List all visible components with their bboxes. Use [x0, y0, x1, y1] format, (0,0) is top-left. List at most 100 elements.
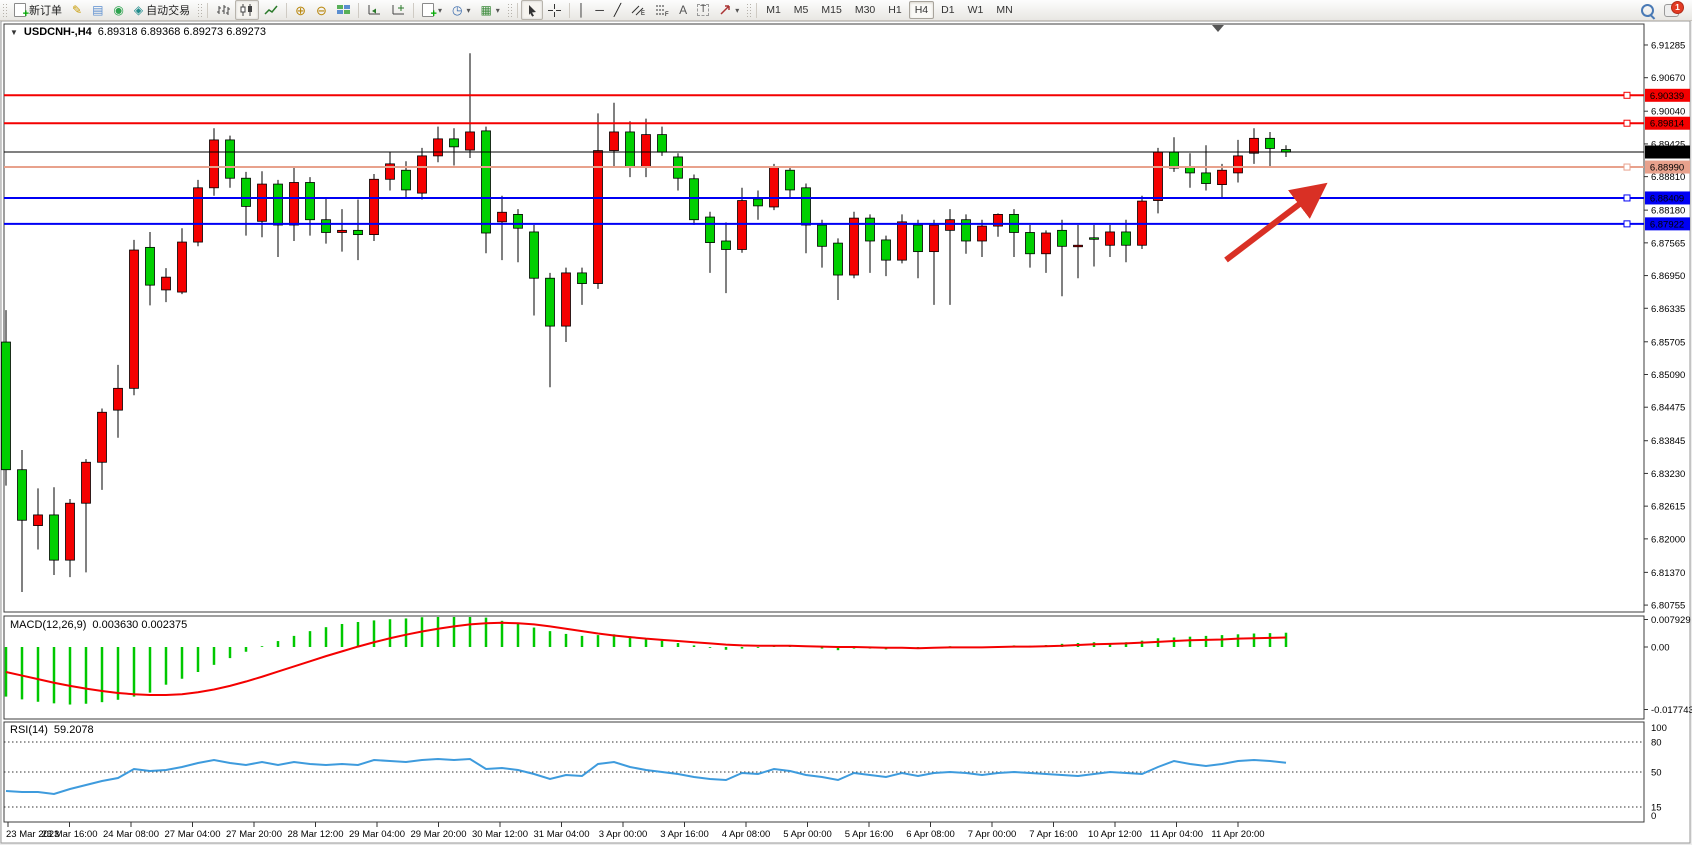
- price-tick-label: 6.80755: [1651, 601, 1685, 612]
- price-tick-label: 6.90670: [1651, 73, 1685, 84]
- level-price-badge-label: 6.89814: [1650, 119, 1684, 130]
- level-line-handle[interactable]: [1623, 163, 1631, 171]
- zoom-out-icon: ⊖: [316, 2, 327, 18]
- trendline-tool-button[interactable]: ╱: [609, 0, 626, 20]
- candle-body: [369, 178, 379, 236]
- price-chart: 6.91285 6.90670 6.90040 6.89425 6.88810 6.881…: [0, 20, 1692, 844]
- timeframe-button-mn[interactable]: MN: [996, 4, 1013, 16]
- auto-scroll-button[interactable]: [362, 0, 386, 20]
- text-tool-button[interactable]: A: [674, 0, 692, 20]
- bar-chart-button[interactable]: [211, 0, 235, 20]
- toolbar-grip[interactable]: [506, 3, 512, 17]
- candle-body: [609, 131, 619, 151]
- candle-body: [785, 169, 795, 191]
- level-line-handle[interactable]: [1623, 220, 1631, 228]
- period-button[interactable]: ◷ ▾: [447, 0, 476, 20]
- tile-windows-icon: [336, 5, 350, 14]
- toolbar-grip[interactable]: [2, 3, 7, 17]
- new-order-button[interactable]: + 新订单: [9, 0, 67, 20]
- zoom-in-button[interactable]: ⊕: [290, 0, 311, 20]
- time-label: 5 Apr 16:00: [845, 829, 894, 840]
- fibonacci-tool-button[interactable]: F: [650, 0, 674, 20]
- svg-text:E: E: [641, 11, 645, 16]
- time-label: 29 Mar 20:00: [411, 829, 467, 840]
- candle-body: [17, 469, 27, 521]
- chart-shift-button[interactable]: [386, 0, 410, 20]
- candle-body: [129, 249, 139, 389]
- main-toolbar: + 新订单 ✎ ▤ ◉ ◈ 自动交易 ⊕ ⊖: [0, 0, 1692, 21]
- toolbar-grip[interactable]: [197, 3, 203, 17]
- dropdown-caret-icon: ▾: [495, 5, 500, 15]
- price-tick-label: 6.83845: [1651, 436, 1685, 447]
- candle-body: [145, 246, 155, 286]
- channel-tool-button[interactable]: E: [626, 0, 650, 20]
- candle-body: [1249, 137, 1259, 154]
- collapse-quotes-arrow-icon[interactable]: ▼: [10, 27, 18, 37]
- text-label-tool-button[interactable]: T: [692, 0, 714, 20]
- candle-body: [161, 276, 171, 291]
- timeframe-button-d1[interactable]: D1: [941, 4, 955, 16]
- market-watch-button[interactable]: ▤: [87, 0, 108, 20]
- timeframe-button-m5[interactable]: M5: [793, 4, 809, 16]
- autotrading-label: 自动交易: [146, 5, 191, 17]
- signals-button[interactable]: ◉: [108, 0, 128, 20]
- candle-body: [225, 139, 235, 179]
- vertical-line-tool-button[interactable]: │: [573, 0, 591, 20]
- cursor-tool-button[interactable]: [520, 0, 543, 20]
- candle-body: [625, 131, 635, 167]
- tile-windows-button[interactable]: [332, 0, 355, 20]
- timeframe-button-m1[interactable]: M1: [766, 4, 781, 16]
- candle-body: [209, 139, 219, 189]
- candle-body: [401, 169, 411, 191]
- notifications-button[interactable]: 1: [1659, 0, 1684, 20]
- arrows-tool-button[interactable]: ▾: [714, 0, 744, 20]
- cursor-icon: [528, 4, 536, 17]
- time-label: 10 Apr 12:00: [1088, 829, 1142, 840]
- search-button[interactable]: [1636, 0, 1659, 20]
- level-price-badge: [1645, 217, 1690, 231]
- zoom-out-button[interactable]: ⊖: [311, 0, 332, 20]
- price-tick-label: 6.90040: [1651, 107, 1685, 118]
- autotrading-button[interactable]: ◈ 自动交易: [129, 0, 195, 20]
- candle-body: [705, 216, 715, 243]
- time-label: 28 Mar 12:00: [288, 829, 344, 840]
- timeframe-button-m30[interactable]: M30: [854, 4, 876, 16]
- time-label: 6 Apr 08:00: [906, 829, 955, 840]
- terminal-icon: ▤: [92, 3, 104, 17]
- add-indicator-button[interactable]: + ▾: [417, 0, 447, 20]
- horizontal-line-tool-button[interactable]: ─: [590, 0, 609, 20]
- candle-body: [929, 224, 939, 253]
- toolbar-grip[interactable]: [746, 3, 752, 17]
- line-chart-button[interactable]: [259, 0, 283, 20]
- template-button[interactable]: ▦ ▾: [475, 0, 504, 20]
- price-tick-label: 6.86950: [1651, 271, 1685, 282]
- crosshair-tool-button[interactable]: [543, 0, 566, 20]
- timeframe-button-h4[interactable]: H4: [908, 1, 935, 19]
- macd-title: MACD(12,26,9) 0.003630 0.002375: [10, 619, 187, 631]
- level-line-handle[interactable]: [1623, 194, 1631, 202]
- candle-body: [849, 217, 859, 276]
- chart-shift-marker[interactable]: [1212, 25, 1224, 32]
- candle-body: [817, 224, 827, 247]
- candle-body: [417, 155, 427, 194]
- level-price-badge-label: 6.87922: [1650, 219, 1684, 230]
- candle-body: [433, 138, 443, 157]
- time-label: 3 Apr 16:00: [660, 829, 709, 840]
- timeframe-button-h1[interactable]: H1: [888, 4, 902, 16]
- macd-signal-line: [5, 621, 1287, 697]
- auto-scroll-icon: [368, 5, 380, 15]
- metaeditor-button[interactable]: ✎: [67, 0, 87, 20]
- line-chart-icon: [264, 5, 278, 15]
- timeframe-button-w1[interactable]: W1: [967, 4, 984, 16]
- bar-chart-icon: [217, 5, 231, 15]
- timeframe-button-m15[interactable]: M15: [821, 4, 842, 16]
- crosshair-icon: [547, 3, 561, 17]
- annotation-arrow[interactable]: [1224, 182, 1328, 263]
- level-line-handle[interactable]: [1623, 119, 1631, 127]
- candlestick-chart-button[interactable]: [235, 0, 260, 20]
- rsi-title: RSI(14) 59.2078: [10, 724, 94, 736]
- level-line-handle[interactable]: [1623, 91, 1631, 99]
- macd-axis-label: 0.007929: [1651, 615, 1691, 626]
- chart-shift-icon: [392, 5, 404, 15]
